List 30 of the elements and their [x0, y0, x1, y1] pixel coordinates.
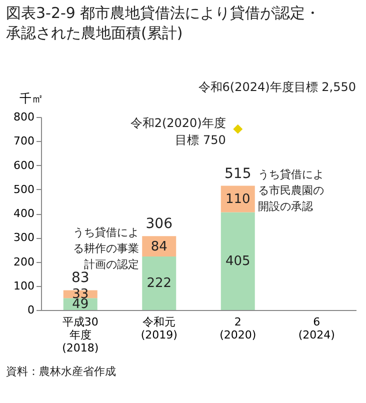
text: 資料：農林水産省作成	[6, 365, 116, 378]
data-label: 110	[225, 192, 250, 208]
y-tick-label: 500	[14, 182, 34, 196]
y-tick-label: 600	[14, 158, 34, 172]
x-tick-label: 平成30 年度 (2018)	[62, 316, 99, 354]
bar	[220, 186, 255, 212]
series-label: うち貸借による耕作の事業計画の認定	[73, 226, 140, 271]
y-tick-label: 0	[28, 304, 34, 316]
total-label: 515	[224, 166, 252, 182]
bar	[142, 256, 176, 310]
x-tick-label: 2 (2020)	[220, 316, 256, 342]
series-label: うち貸借による市民農園の開設の承認	[258, 168, 324, 213]
bar	[220, 212, 255, 310]
y-axis-title: 千㎡	[20, 92, 44, 106]
total-label: 306	[146, 216, 173, 232]
y-tick-label: 700	[14, 134, 34, 148]
total-label: 83	[71, 270, 90, 286]
y-tick-label: 300	[14, 231, 34, 244]
text: 令和6(2024)年度目標 2,550	[198, 80, 356, 94]
y-tick-label: 800	[14, 110, 34, 124]
x-tick-label: 令和元 (2019)	[140, 316, 178, 342]
y-tick-label: 200	[14, 255, 34, 268]
chart-title: 図表3-2-9 都市農地貸借法により貸借が認定・承認された農地面積(累計)	[6, 4, 320, 42]
data-label: 222	[146, 276, 172, 292]
data-label: 84	[150, 239, 168, 254]
x-tick-label: 6 (2024)	[298, 316, 335, 342]
y-tick-label: 100	[14, 279, 34, 292]
annotation: 令和2(2020)年度目標 750	[130, 116, 226, 148]
data-label: 405	[225, 254, 250, 270]
y-tick-label: 400	[14, 207, 34, 220]
